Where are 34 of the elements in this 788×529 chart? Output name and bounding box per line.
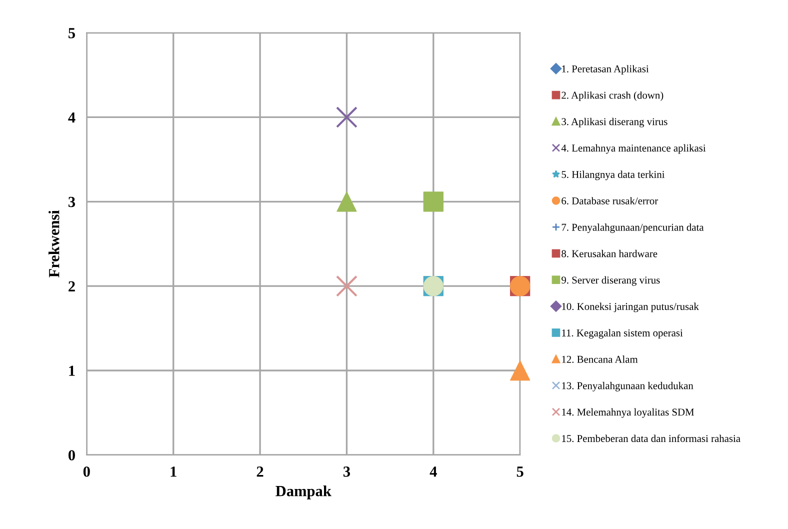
y-tick-label: 2 — [68, 281, 75, 292]
legend-label: 7. Penyalahgunaan/pencurian data — [562, 223, 704, 233]
point — [423, 192, 444, 212]
legend-label: 3. Aplikasi diserang virus — [562, 118, 668, 128]
legend-label: 6. Database rusak/error — [562, 197, 658, 204]
point — [510, 360, 530, 381]
x-axis-title: Dampak — [276, 485, 332, 500]
x-tick-label: 3 — [343, 466, 350, 477]
y-tick-label: 0 — [68, 450, 75, 460]
y-tick-label: 5 — [68, 28, 76, 38]
legend-label: 10. Koneksi jaringan putus/rusak — [562, 302, 699, 312]
y-tick-label: 3 — [68, 196, 76, 208]
legend-label: 2. Aplikasi crash (down) — [562, 91, 664, 101]
y-tick-label: 4 — [68, 112, 76, 123]
legend-label: 5. Hilangnya data terkini — [562, 170, 665, 180]
point — [336, 192, 357, 212]
legend-label: 14. Melemahnya loyalitas SDM — [562, 408, 694, 418]
legend-label: 11. Kegagalan sistem operasi — [562, 329, 683, 339]
legend-label: 9. Server diserang virus — [562, 276, 660, 286]
legend-label: 12. Bencana Alam — [562, 356, 638, 363]
point — [336, 275, 358, 297]
x-tick-label: 1 — [170, 466, 176, 477]
y-axis-title: Frekwensi — [48, 210, 60, 278]
x-tick-label: 4 — [430, 466, 437, 477]
x-tick-label: 5 — [516, 466, 524, 477]
y-tick-label: 1 — [69, 366, 75, 376]
legend-label: 15. Pembeberan data dan informasi rahasia — [562, 434, 740, 442]
legend-label: 1. Peretasan Aplikasi — [562, 65, 649, 75]
x-tick-label: 0 — [83, 466, 90, 477]
legend-label: 13. Penyalahgunaan kedudukan — [562, 382, 694, 392]
legend-label: 4. Lemahnya maintenance aplikasi — [561, 144, 706, 154]
point — [336, 106, 358, 128]
legend-label: 8. Kerusakan hardware — [562, 250, 658, 258]
x-tick-label: 2 — [256, 466, 264, 477]
